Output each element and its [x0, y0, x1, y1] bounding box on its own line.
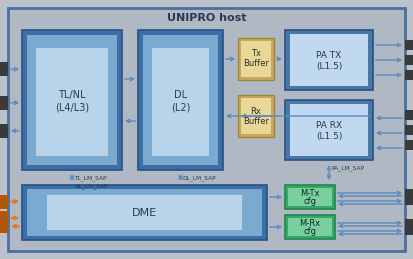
- Text: (L1.5): (L1.5): [316, 61, 342, 70]
- Bar: [0, 124, 8, 138]
- Bar: [152, 48, 209, 156]
- Text: Tx: Tx: [251, 49, 261, 59]
- Text: Buffer: Buffer: [243, 60, 269, 68]
- Text: DME: DME: [132, 207, 157, 218]
- Text: (L2): (L2): [171, 102, 190, 112]
- Bar: [405, 55, 413, 65]
- Bar: [138, 30, 223, 170]
- Bar: [285, 215, 335, 239]
- Bar: [405, 125, 413, 135]
- Bar: [405, 40, 413, 50]
- Bar: [241, 98, 271, 134]
- Bar: [0, 62, 8, 76]
- Bar: [36, 48, 108, 156]
- Bar: [238, 38, 274, 80]
- Bar: [285, 30, 373, 90]
- Bar: [288, 218, 332, 236]
- Bar: [27, 189, 262, 236]
- Bar: [0, 195, 8, 208]
- Bar: [405, 197, 413, 205]
- Bar: [22, 185, 267, 240]
- Text: Rx: Rx: [251, 106, 261, 116]
- Text: (L4/L3): (L4/L3): [55, 102, 89, 112]
- Bar: [241, 41, 271, 77]
- Bar: [405, 70, 413, 80]
- Text: DL: DL: [174, 90, 187, 100]
- Text: PA TX: PA TX: [316, 51, 342, 60]
- Text: TL/NL: TL/NL: [58, 90, 86, 100]
- Bar: [47, 195, 242, 230]
- Bar: [290, 104, 368, 156]
- Bar: [405, 219, 413, 227]
- Bar: [405, 140, 413, 150]
- Bar: [238, 95, 274, 137]
- Text: cfg: cfg: [304, 198, 316, 206]
- Text: DL_LM_SAP: DL_LM_SAP: [183, 175, 216, 181]
- Bar: [290, 34, 368, 86]
- Bar: [405, 227, 413, 235]
- Text: NL_LM_SAP: NL_LM_SAP: [74, 183, 108, 189]
- Bar: [0, 211, 8, 225]
- Bar: [405, 110, 413, 120]
- Bar: [0, 96, 8, 110]
- Text: Buffer: Buffer: [243, 117, 269, 126]
- Bar: [285, 185, 335, 209]
- Text: PA_LM_SAP: PA_LM_SAP: [331, 165, 364, 171]
- Text: M-Tx: M-Tx: [300, 189, 320, 198]
- Text: PA RX: PA RX: [316, 120, 342, 130]
- Text: M-Rx: M-Rx: [299, 219, 320, 227]
- Bar: [143, 35, 218, 165]
- Bar: [0, 219, 8, 233]
- Text: TL_LM_SAP: TL_LM_SAP: [74, 175, 107, 181]
- Text: cfg: cfg: [304, 227, 316, 236]
- Text: (L1.5): (L1.5): [316, 132, 342, 140]
- Text: UNIPRO host: UNIPRO host: [167, 13, 246, 23]
- Bar: [22, 30, 122, 170]
- Bar: [27, 35, 117, 165]
- Bar: [285, 100, 373, 160]
- Bar: [405, 189, 413, 197]
- Bar: [288, 188, 332, 206]
